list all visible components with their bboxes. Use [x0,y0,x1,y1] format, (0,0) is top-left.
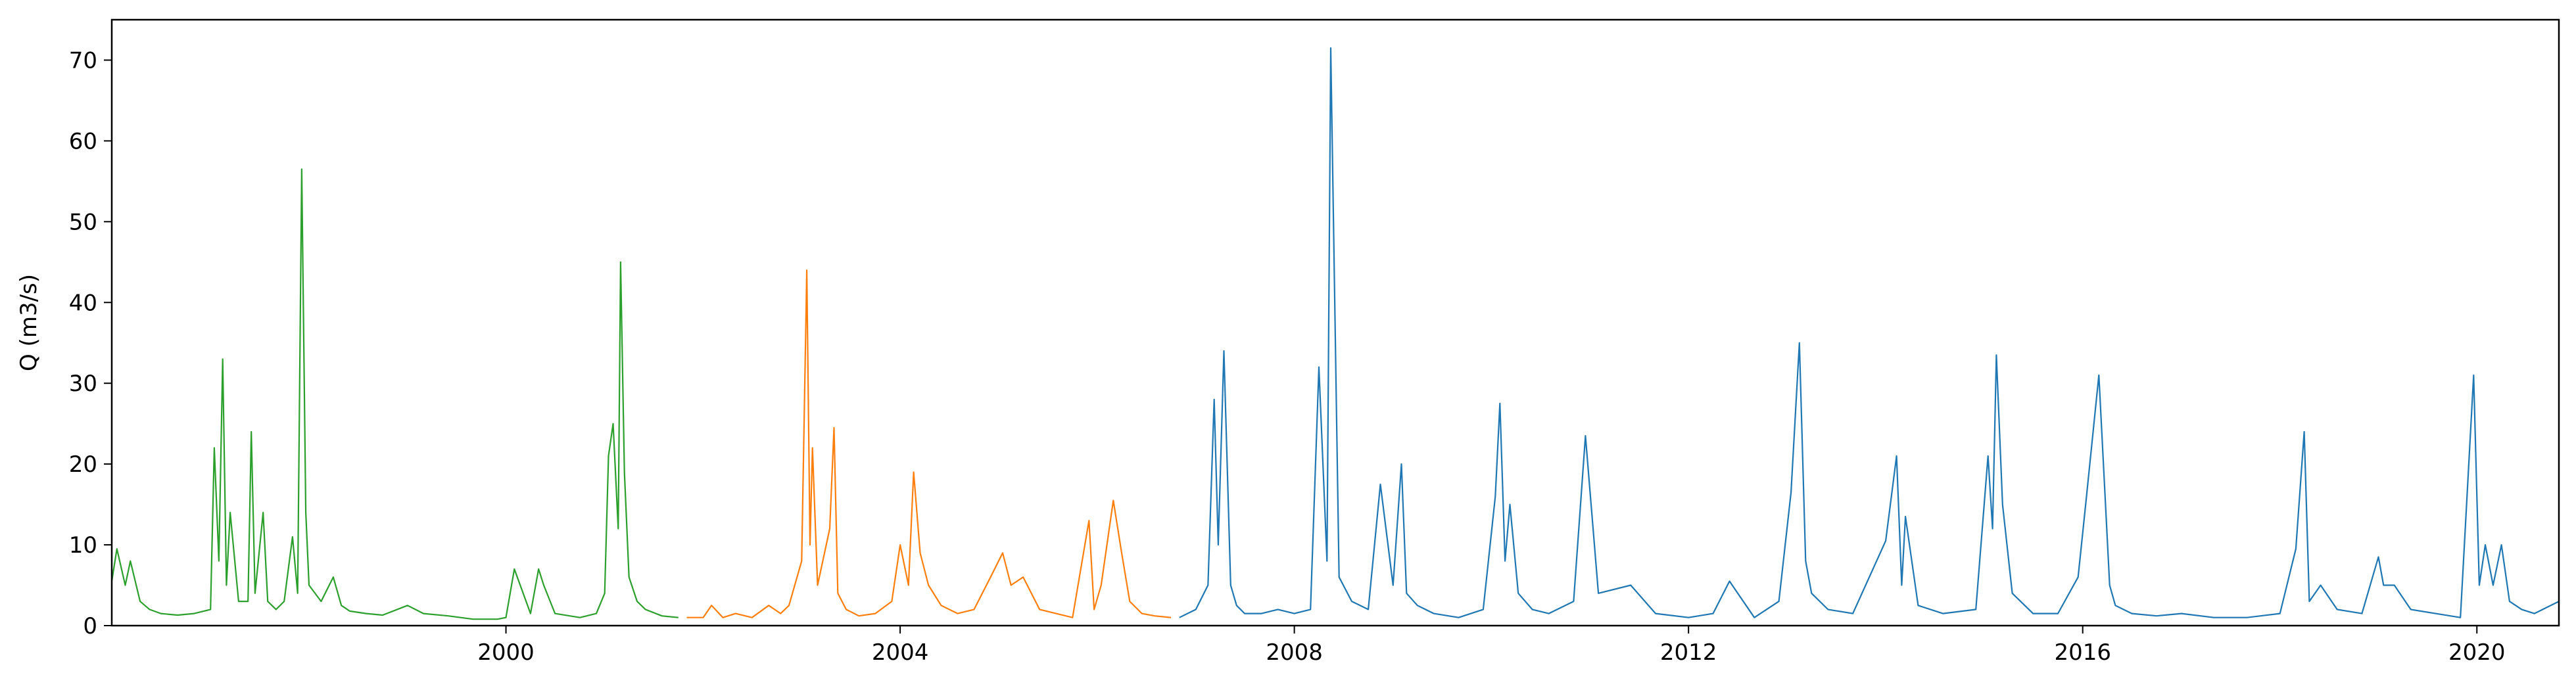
y-tick-label: 20 [69,451,97,478]
x-axis: 2000 2004 2008 2012 2016 2020 [477,626,2506,666]
x-tick-label: 2004 [872,639,929,666]
x-tick-label: 2008 [1266,639,1323,666]
series-layer [110,47,2560,620]
y-axis-label: Q (m3/s) [16,274,42,371]
series-line-3 [1179,47,2560,618]
y-tick-label: 40 [69,290,97,316]
x-tick-label: 2012 [1660,639,1717,666]
series-line-2 [686,269,1172,618]
y-tick-label: 70 [69,47,97,74]
series-line-1 [110,168,679,620]
x-tick-label: 2000 [477,639,535,666]
y-tick-label: 60 [69,128,97,154]
y-axis: 0 10 20 30 40 50 60 70 [69,47,112,639]
y-tick-label: 0 [83,613,97,639]
x-tick-label: 2016 [2054,639,2111,666]
x-tick-label: 2020 [2448,639,2506,666]
y-tick-label: 30 [69,371,97,397]
y-tick-label: 10 [69,532,97,559]
plot-frame [110,18,2560,627]
y-tick-label: 50 [69,209,97,235]
